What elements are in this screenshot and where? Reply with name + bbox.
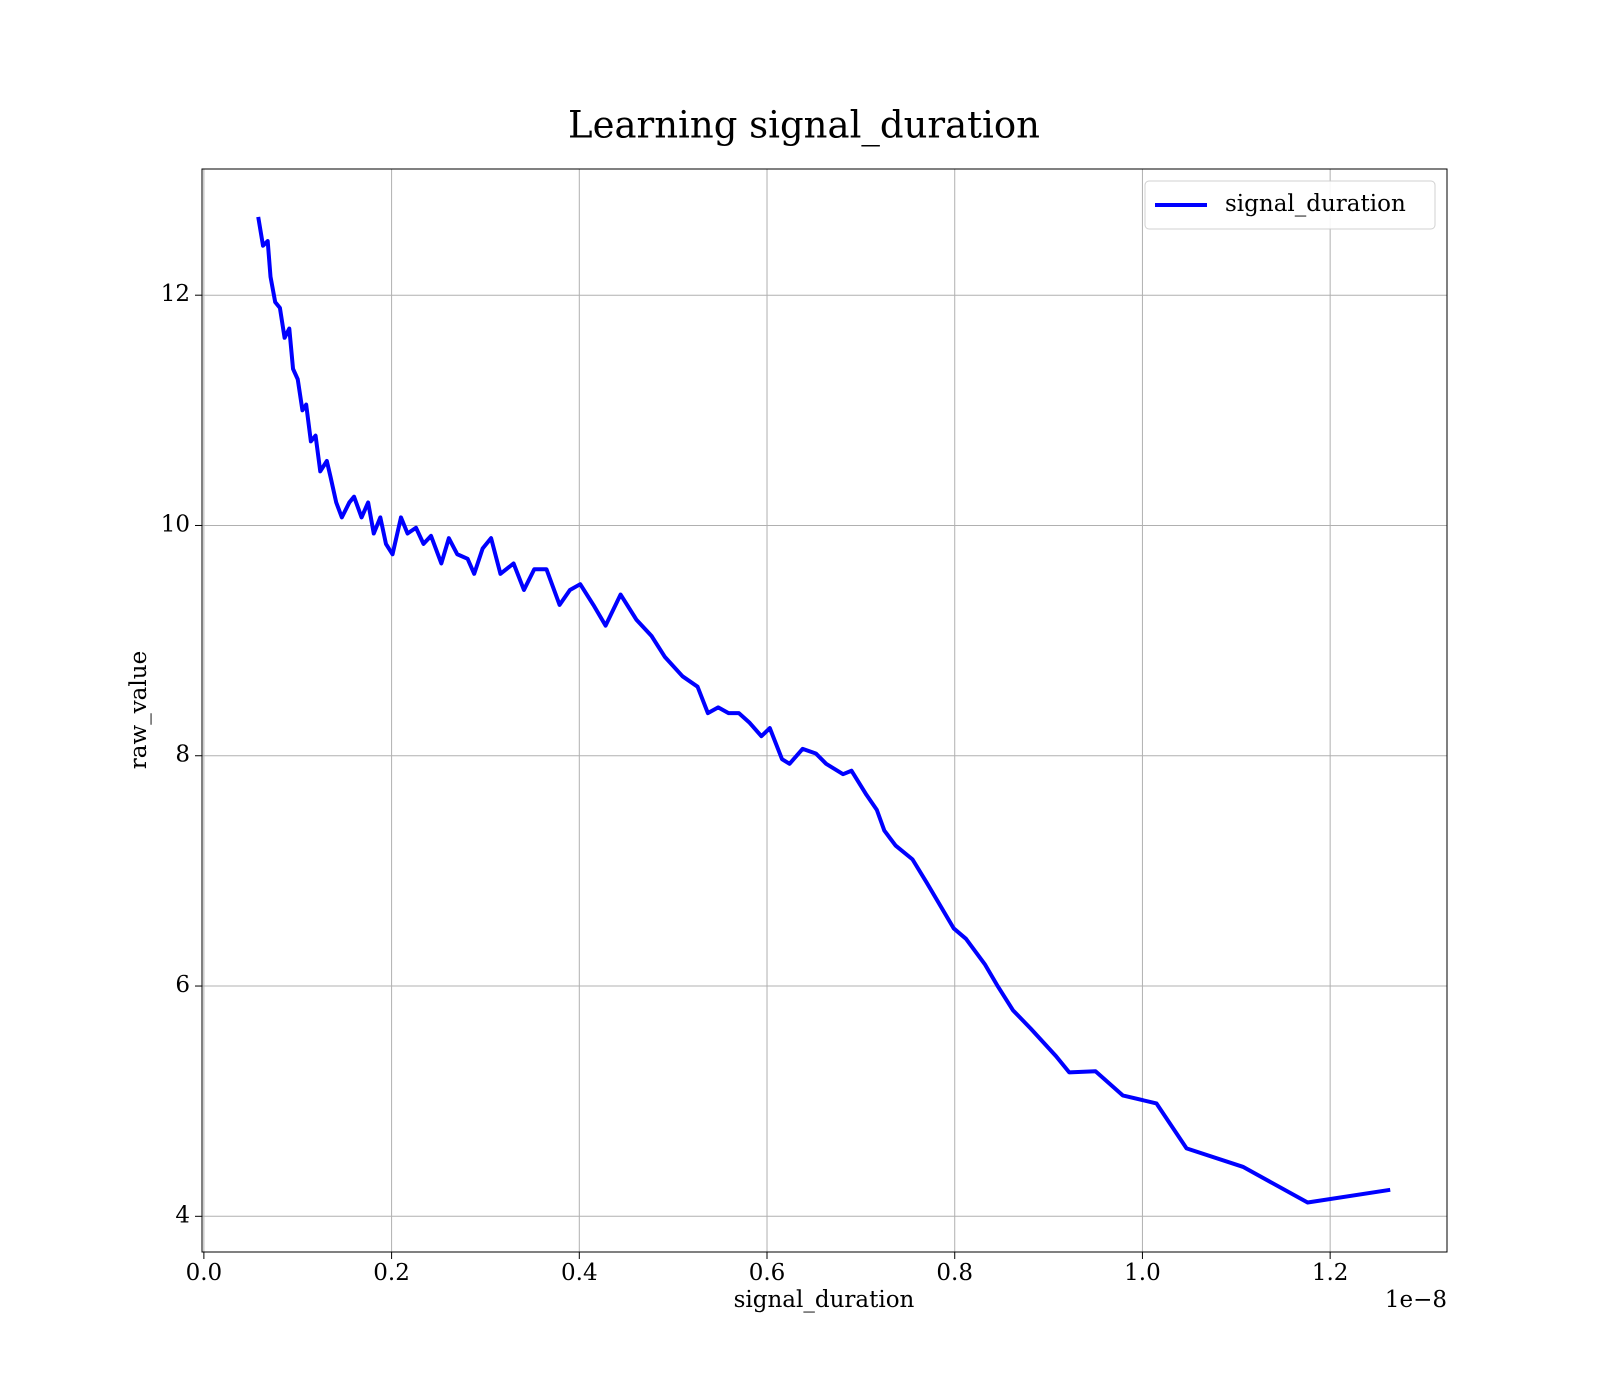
x-tick-label: 0.8 (936, 1260, 973, 1286)
legend-box (1144, 180, 1436, 230)
x-axis-label: signal_duration (734, 1287, 915, 1313)
x-tick-label: 0.4 (561, 1260, 598, 1286)
x-offset-label: 1e−8 (1385, 1287, 1447, 1313)
y-tick-label: 8 (175, 742, 190, 768)
x-tick-label: 0.0 (186, 1260, 223, 1286)
y-tick-label: 6 (175, 972, 190, 998)
y-tick-label: 4 (175, 1202, 190, 1228)
x-tick-label: 0.2 (373, 1260, 410, 1286)
x-tick-label: 0.6 (749, 1260, 786, 1286)
y-tick-label: 10 (161, 511, 190, 537)
line-series (256, 216, 1391, 1205)
x-tick-label: 1.0 (1124, 1260, 1161, 1286)
plot-frame (201, 168, 1448, 1253)
chart-title: Learning signal_duration (568, 104, 1040, 148)
x-tick-label: 1.2 (1312, 1260, 1349, 1286)
y-axis-label: raw_value (126, 651, 152, 769)
y-tick-label: 12 (161, 281, 190, 307)
legend-label: signal_duration (1225, 191, 1406, 217)
